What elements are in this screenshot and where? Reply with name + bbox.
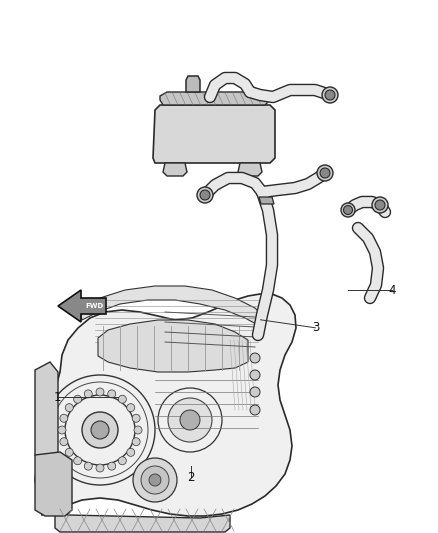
Text: 1: 1 — [53, 391, 61, 403]
Circle shape — [96, 464, 104, 472]
Circle shape — [91, 421, 109, 439]
Polygon shape — [153, 105, 275, 163]
Circle shape — [127, 403, 135, 411]
Circle shape — [320, 168, 330, 178]
Circle shape — [250, 387, 260, 397]
Circle shape — [65, 403, 73, 411]
Polygon shape — [58, 290, 106, 322]
Polygon shape — [259, 197, 274, 204]
Circle shape — [132, 414, 140, 422]
Polygon shape — [35, 294, 296, 516]
Circle shape — [375, 200, 385, 210]
Polygon shape — [163, 163, 187, 176]
Text: 2: 2 — [187, 471, 194, 483]
Polygon shape — [238, 163, 262, 176]
Circle shape — [74, 457, 81, 465]
Polygon shape — [98, 320, 248, 372]
Circle shape — [118, 457, 126, 465]
Circle shape — [180, 410, 200, 430]
Circle shape — [250, 353, 260, 363]
Polygon shape — [186, 76, 200, 92]
Circle shape — [60, 414, 68, 422]
Circle shape — [168, 398, 212, 442]
Circle shape — [127, 448, 135, 456]
Circle shape — [108, 462, 116, 470]
Circle shape — [317, 165, 333, 181]
Circle shape — [108, 390, 116, 398]
Circle shape — [118, 395, 126, 403]
Polygon shape — [55, 508, 230, 532]
Circle shape — [141, 466, 169, 494]
Polygon shape — [35, 452, 72, 516]
Circle shape — [250, 405, 260, 415]
Circle shape — [60, 438, 68, 446]
Text: 3: 3 — [312, 321, 319, 334]
Circle shape — [134, 426, 142, 434]
Polygon shape — [35, 362, 58, 465]
Circle shape — [341, 203, 355, 217]
Circle shape — [84, 390, 92, 398]
Circle shape — [325, 90, 335, 100]
Circle shape — [322, 87, 338, 103]
Circle shape — [82, 412, 118, 448]
Text: FWD: FWD — [85, 303, 103, 309]
Circle shape — [200, 190, 210, 200]
Circle shape — [343, 206, 353, 214]
Circle shape — [96, 388, 104, 396]
Circle shape — [84, 462, 92, 470]
Circle shape — [132, 438, 140, 446]
Circle shape — [133, 458, 177, 502]
Circle shape — [250, 370, 260, 380]
Circle shape — [65, 448, 73, 456]
Circle shape — [58, 426, 66, 434]
Circle shape — [372, 197, 388, 213]
Circle shape — [197, 187, 213, 203]
Circle shape — [149, 474, 161, 486]
Text: 4: 4 — [388, 284, 396, 297]
Polygon shape — [160, 92, 273, 105]
Circle shape — [74, 395, 81, 403]
Polygon shape — [80, 286, 265, 326]
